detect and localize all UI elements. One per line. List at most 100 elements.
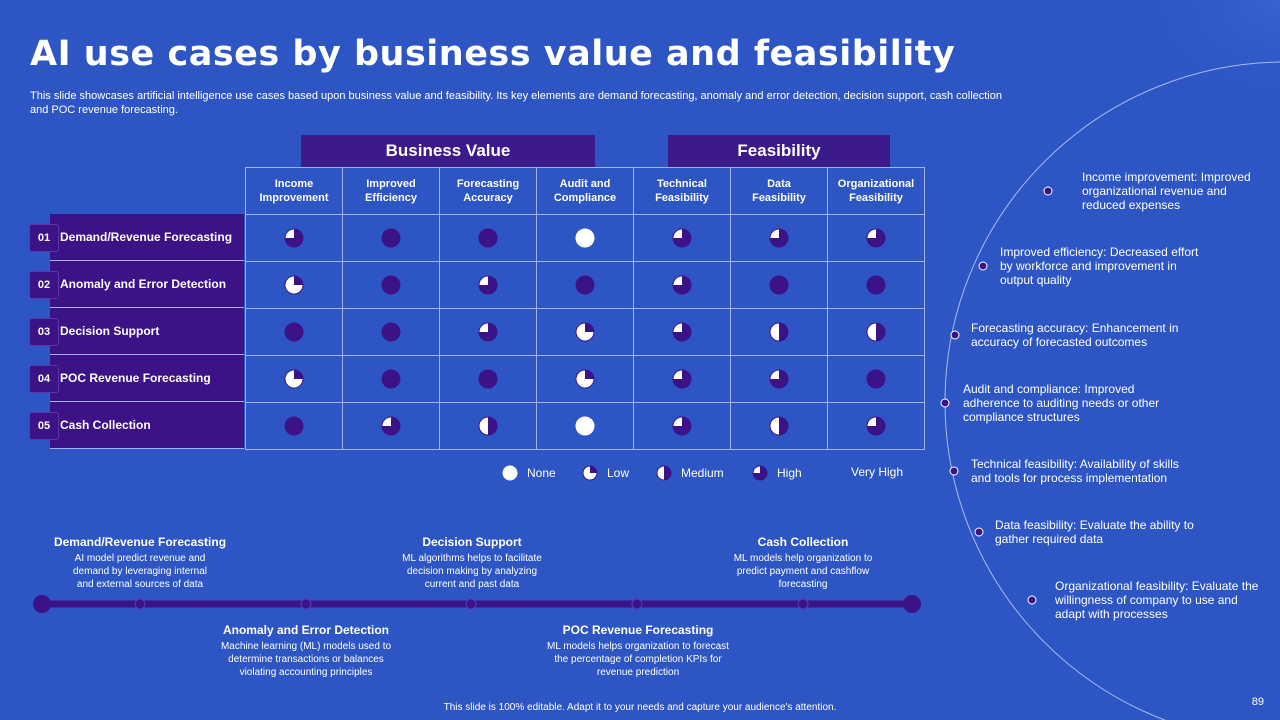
row-number: 05 [29, 412, 59, 440]
harvey-ball-cell [730, 214, 828, 262]
harvey-ball-cell [633, 214, 731, 262]
matrix-row [245, 308, 925, 356]
harvey-ball-1 [575, 322, 595, 342]
legend-label: None [527, 466, 556, 480]
harvey-ball-1 [575, 369, 595, 389]
harvey-ball-cell [245, 261, 343, 309]
harvey-ball-4 [381, 322, 401, 342]
harvey-ball-cell [730, 355, 828, 403]
legend-label: Very High [851, 465, 904, 479]
row-label-text: Demand/Revenue Forecasting [60, 230, 233, 244]
legend-ball-1 [582, 465, 598, 481]
harvey-ball-cell [439, 214, 537, 262]
definition-dot [978, 261, 988, 271]
definition-dot [950, 330, 960, 340]
definition-dot [940, 398, 950, 408]
harvey-ball-0 [575, 416, 595, 436]
harvey-ball-cell [439, 261, 537, 309]
definition-efficiency: Improved efficiency: Decreased effort by… [1000, 245, 1199, 287]
row-label: Decision Support [50, 308, 244, 355]
harvey-ball-cell [536, 308, 634, 356]
harvey-ball-cell [342, 308, 440, 356]
harvey-ball-cell [730, 308, 828, 356]
harvey-ball-4 [381, 369, 401, 389]
harvey-ball-cell [827, 308, 925, 356]
row-label: Anomaly and Error Detection [50, 261, 244, 308]
harvey-ball-3 [284, 228, 304, 248]
legend-label: Low [607, 466, 630, 480]
harvey-ball-3 [672, 416, 692, 436]
timeline-desc: Machine learning (ML) models used to det… [220, 641, 392, 678]
harvey-ball-cell [827, 355, 925, 403]
harvey-ball-4 [866, 369, 886, 389]
legend-ball-0 [502, 465, 518, 481]
definition-technical: Technical feasibility: Availability of s… [971, 457, 1179, 485]
harvey-ball-cell [827, 214, 925, 262]
column-header: Audit and Compliance [536, 167, 634, 215]
timeline-desc: AI model predict revenue and demand by l… [73, 553, 207, 590]
harvey-ball-3 [672, 275, 692, 295]
harvey-ball-1 [284, 369, 304, 389]
harvey-ball-4 [866, 275, 886, 295]
row-label-text: POC Revenue Forecasting [60, 371, 211, 385]
footer-note: This slide is 100% editable. Adapt it to… [443, 702, 837, 713]
row-label: POC Revenue Forecasting [50, 355, 244, 402]
harvey-ball-cell [439, 308, 537, 356]
feasibility-header: Feasibility [668, 135, 890, 167]
row-label: Demand/Revenue Forecasting [50, 214, 244, 261]
harvey-ball-3 [478, 322, 498, 342]
legend-item: Very High [851, 465, 903, 479]
legend-item: Medium [656, 465, 724, 481]
harvey-ball-3 [672, 228, 692, 248]
matrix-header-row: Income Improvement Improved Efficiency For… [245, 167, 925, 215]
harvey-ball-1 [284, 275, 304, 295]
harvey-ball-4 [381, 275, 401, 295]
timeline-item-cash: Cash Collection ML models help organizat… [713, 535, 893, 591]
use-case-matrix: Income Improvement Improved Efficiency For… [245, 167, 925, 450]
harvey-ball-cell [342, 402, 440, 450]
harvey-ball-cell [342, 261, 440, 309]
harvey-ball-cell [245, 308, 343, 356]
harvey-ball-3 [672, 369, 692, 389]
harvey-ball-4 [769, 275, 789, 295]
harvey-ball-cell [342, 214, 440, 262]
matrix-row [245, 402, 925, 450]
row-label: Cash Collection [50, 402, 244, 449]
definition-data: Data feasibility: Evaluate the ability t… [995, 518, 1194, 546]
definition-income: Income improvement: Improved organizatio… [1082, 170, 1251, 212]
timeline-item-poc: POC Revenue Forecasting ML models helps … [538, 623, 738, 679]
definition-dot [1027, 595, 1037, 605]
definition-audit: Audit and compliance: Improved adherence… [963, 382, 1160, 424]
column-header: Data Feasibility [730, 167, 828, 215]
timeline-desc: ML models help organization to predict p… [733, 553, 873, 590]
harvey-ball-cell [730, 402, 828, 450]
definition-dot [1043, 186, 1053, 196]
harvey-ball-cell [827, 402, 925, 450]
harvey-ball-cell [633, 308, 731, 356]
definition-dot [949, 466, 959, 476]
harvey-ball-cell [245, 214, 343, 262]
timeline-desc: ML algorithms helps to facilitate decisi… [402, 553, 542, 590]
harvey-ball-cell [633, 402, 731, 450]
harvey-ball-cell [536, 261, 634, 309]
harvey-ball-cell [827, 261, 925, 309]
row-label-text: Cash Collection [60, 418, 151, 432]
column-header: Organizational Feasibility [827, 167, 925, 215]
harvey-ball-cell [342, 355, 440, 403]
harvey-ball-cell [536, 214, 634, 262]
legend-label: Medium [681, 466, 724, 480]
harvey-ball-3 [769, 369, 789, 389]
timeline-title: POC Revenue Forecasting [562, 623, 714, 637]
definition-organizational: Organizational feasibility: Evaluate the… [1055, 579, 1259, 621]
harvey-ball-cell [633, 261, 731, 309]
legend-item: None [502, 465, 556, 481]
harvey-ball-2 [769, 322, 789, 342]
matrix-row [245, 261, 925, 309]
definition-dot [974, 527, 984, 537]
harvey-ball-cell [730, 261, 828, 309]
harvey-ball-cell [245, 402, 343, 450]
column-header: Improved Efficiency [342, 167, 440, 215]
timeline-title: Demand/Revenue Forecasting [53, 535, 227, 549]
matrix-row [245, 214, 925, 262]
column-header: Income Improvement [245, 167, 343, 215]
